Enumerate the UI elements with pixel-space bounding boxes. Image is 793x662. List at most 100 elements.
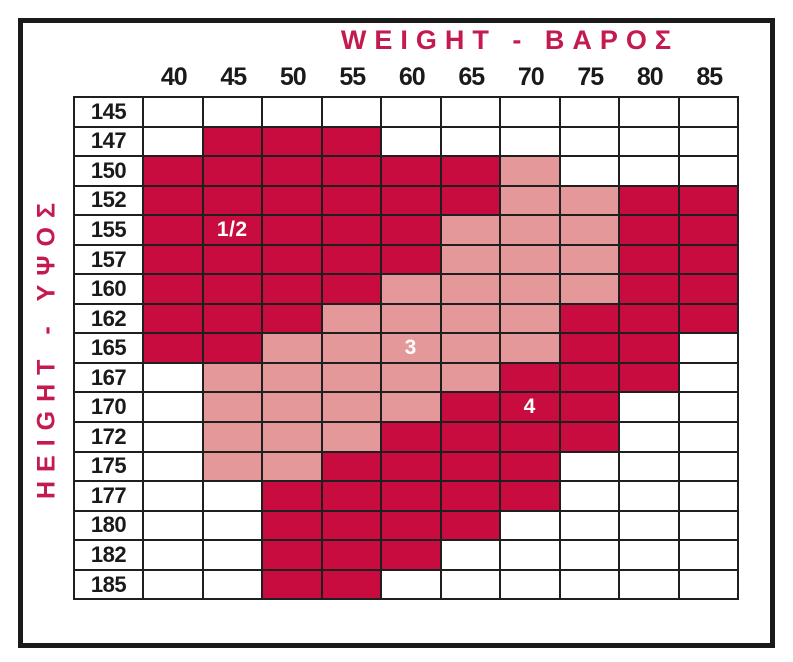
grid-cell [263,393,321,422]
weight-column-headers: 40 45 50 55 60 65 70 75 80 85 [73,62,739,92]
col-header-40: 40 [160,63,188,91]
row-header-172: 172 [75,423,142,451]
grid-cell [144,157,202,185]
grid-cell [322,334,380,362]
grid-cell [441,186,499,215]
grid-cell [322,452,380,481]
grid-cell [501,245,559,274]
grid-cell [560,334,618,362]
grid-cell [263,98,321,126]
grid-cell [263,570,321,599]
grid-cell [322,186,380,215]
grid-cell [382,393,440,422]
grid-cell [441,127,499,156]
grid-cell [203,157,261,185]
height-axis-title: HEIGHT - ΥΨΟΣ [32,194,61,500]
grid-cell [679,334,737,362]
size-grid: 145 147 150 152 155 1/2 157 160 162 165 3 167 170 4 17… [73,96,739,601]
grid-cell [501,482,559,510]
grid-cell [322,157,380,185]
grid-cell [560,511,618,540]
outer-border [18,18,775,648]
grid-cell [382,275,440,303]
grid-cell [322,216,380,244]
grid-cell [263,482,321,510]
size-label-4: 4 [523,395,536,419]
grid-cell [620,275,678,303]
grid-cell [679,363,737,392]
grid-cell [144,334,202,362]
grid-cell [501,541,559,569]
col-header-60: 60 [398,63,426,91]
grid-cell [620,98,678,126]
grid-cell [144,304,202,333]
grid-cell [441,511,499,540]
col-header-55: 55 [339,63,366,91]
grid-cell [441,245,499,274]
grid-cell [382,98,440,126]
grid-cell [144,363,202,392]
col-header-85: 85 [696,63,723,91]
row-header-185: 185 [75,570,142,599]
grid-cell [620,363,678,392]
grid-cell [441,452,499,481]
grid-cell [263,511,321,540]
grid-cell [501,127,559,156]
grid-cell [203,363,261,392]
grid-cell [620,334,678,362]
row-header-157: 157 [75,245,142,274]
grid-cell [382,570,440,599]
row-header-160: 160 [75,275,142,303]
row-header-177: 177 [75,482,142,510]
grid-cell [620,570,678,599]
grid-cell [679,127,737,156]
grid-cell [144,245,202,274]
col-header-80: 80 [636,63,664,91]
grid-cell [263,304,321,333]
grid-cell [203,452,261,481]
grid-cell [620,482,678,510]
grid-cell [679,423,737,451]
grid-cell [322,127,380,156]
grid-cell [322,482,380,510]
grid-cell [322,245,380,274]
grid-cell [679,304,737,333]
grid-cell [322,304,380,333]
grid-cell [322,363,380,392]
grid-cell [501,98,559,126]
grid-cell [560,245,618,274]
grid-cell [441,334,499,362]
grid-cell [620,186,678,215]
grid-cell [441,98,499,126]
grid-cell [203,275,261,303]
grid-cell [560,393,618,422]
row-header-147: 147 [75,127,142,156]
grid-cell [501,452,559,481]
grid-cell [382,423,440,451]
grid-cell [560,186,618,215]
row-header-145: 145 [75,98,142,126]
grid-cell [560,541,618,569]
grid-cell [441,275,499,303]
col-header-50: 50 [279,63,307,91]
grid-cell [382,245,440,274]
grid-cell [144,482,202,510]
grid-cell [679,186,737,215]
grid-cell [144,511,202,540]
grid-cell [203,511,261,540]
grid-cell [679,275,737,303]
grid-cell [263,363,321,392]
grid-cell [441,363,499,392]
grid-cell [144,98,202,126]
grid-cell [501,216,559,244]
grid-cell [203,304,261,333]
grid-cell: 1/2 [203,216,261,244]
row-header-162: 162 [75,304,142,333]
grid-cell [263,423,321,451]
grid-cell [560,127,618,156]
grid-cell [263,275,321,303]
grid-cell [203,423,261,451]
grid-cell [620,541,678,569]
grid-cell [263,452,321,481]
grid-cell [501,363,559,392]
